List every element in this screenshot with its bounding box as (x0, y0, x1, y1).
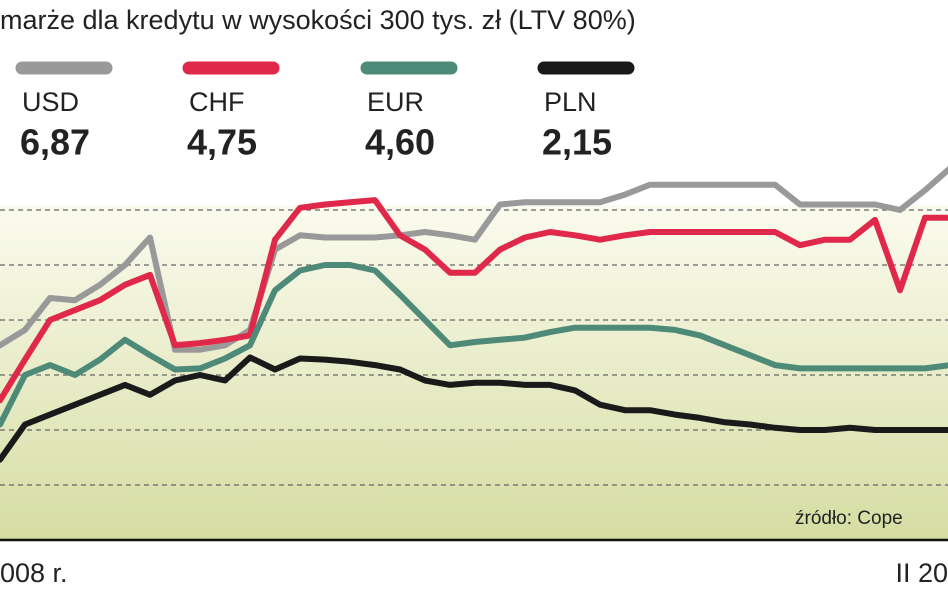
legend-name: EUR (367, 87, 424, 117)
series-line (0, 354, 948, 463)
legend-value: 6,87 (20, 122, 90, 163)
legend: USD 6,87 CHF 4,75 EUR 4,60 PLN 2,15 (15, 61, 635, 163)
x-label: 008 r. (0, 558, 68, 588)
source: źródło: Cope (795, 508, 903, 529)
lines (0, 165, 948, 463)
legend-name: CHF (189, 87, 245, 117)
series-line (0, 165, 948, 353)
legend-value: 2,15 (542, 122, 612, 163)
plot-background (0, 205, 948, 540)
legend-value: 4,60 (365, 122, 435, 163)
series-line (0, 197, 948, 404)
legend-value: 4,75 (187, 122, 257, 163)
x-label: II 20 (895, 558, 948, 588)
chart-title: marże dla kredytu w wysokości 300 tys. z… (0, 5, 636, 35)
legend-name: USD (22, 87, 79, 117)
series-line (0, 262, 948, 428)
legend-name: PLN (544, 87, 597, 117)
